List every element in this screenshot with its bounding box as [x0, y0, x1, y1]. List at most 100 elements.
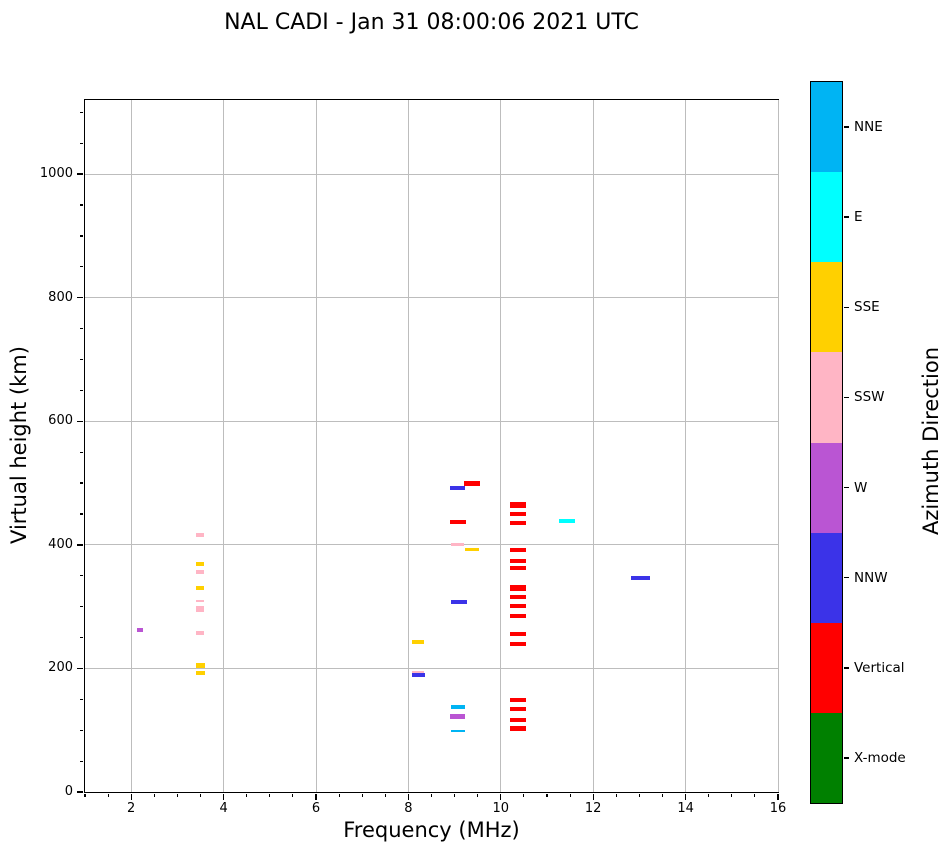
data-point-sse [196, 562, 205, 566]
data-point-ssw [196, 600, 205, 603]
y-minor-tick [79, 266, 84, 268]
data-point-sse [465, 548, 480, 552]
y-minor-tick [79, 235, 84, 237]
x-minor-tick [153, 793, 155, 798]
x-minor-tick [384, 793, 386, 798]
data-point-vertical [509, 726, 526, 732]
data-point-vertical [449, 519, 466, 524]
colorbar-label-x-mode: X-mode [854, 749, 906, 766]
x-minor-tick [569, 793, 571, 798]
y-minor-tick [79, 142, 84, 144]
colorbar-segment-nne [811, 82, 842, 173]
colorbar-label-w: W [854, 479, 868, 496]
x-tick-12 [592, 793, 594, 800]
colorbar-tick-ssw [843, 396, 849, 399]
colorbar-label-e: E [854, 209, 863, 226]
y-minor-tick [79, 729, 84, 731]
data-point-vertical [509, 511, 526, 516]
gridline-x-2 [130, 100, 132, 792]
colorbar-label-nnw: NNW [854, 569, 888, 586]
y-tick-0 [77, 791, 84, 793]
data-point-ssw [196, 631, 205, 636]
x-axis-label: Frequency (MHz) [343, 818, 520, 842]
x-minor-tick [269, 793, 271, 798]
y-minor-tick [79, 482, 84, 484]
x-minor-tick [523, 793, 525, 798]
data-point-vertical [509, 548, 526, 553]
x-minor-tick [454, 793, 456, 798]
colorbar-label-sse: SSE [854, 299, 880, 316]
x-minor-tick [754, 793, 756, 798]
data-point-nnw [411, 673, 425, 678]
data-point-sse [195, 670, 205, 675]
colorbar: NNE E SSE SSW W NNW Vertical X-mode [810, 81, 906, 804]
x-tick-2 [130, 793, 132, 800]
x-tick-8 [407, 793, 410, 800]
x-minor-tick [430, 793, 433, 798]
gridline-y-800 [85, 297, 778, 299]
x-tick-4 [222, 793, 225, 800]
gridline-y-600 [85, 420, 778, 422]
data-point-e [558, 519, 575, 524]
x-tick-label-12: 12 [584, 801, 602, 816]
y-tick-label-800: 800 [48, 289, 73, 305]
data-point-vertical [509, 697, 526, 702]
x-tick-6 [315, 793, 317, 800]
x-minor-tick [708, 793, 710, 798]
x-minor-tick [661, 793, 664, 798]
data-point-vertical [509, 613, 526, 618]
x-minor-tick [246, 793, 248, 798]
gridline-x-12 [592, 100, 594, 792]
x-minor-tick [107, 793, 109, 798]
y-minor-tick [79, 636, 84, 639]
data-point-sse [196, 586, 205, 591]
colorbar-tick-nnw [843, 576, 849, 579]
x-tick-14 [684, 793, 687, 800]
y-minor-tick [79, 451, 84, 453]
y-axis-label: Virtual height (km) [7, 346, 31, 544]
y-tick-label-400: 400 [48, 536, 73, 552]
gridline-x-10 [500, 100, 502, 792]
gridline-x-14 [685, 100, 687, 792]
x-minor-tick [731, 793, 733, 798]
y-minor-tick [79, 575, 84, 577]
data-point-vertical [509, 502, 526, 509]
data-point-ssw [412, 670, 425, 674]
data-point-vertical [509, 604, 526, 609]
data-point-vertical [509, 631, 526, 636]
data-point-ssw [196, 570, 205, 575]
y-tick-1000 [77, 173, 84, 175]
data-point-nnw [451, 600, 468, 605]
x-tick-label-2: 2 [127, 801, 136, 816]
chart-title: NAL CADI - Jan 31 08:00:06 2021 UTC [224, 10, 639, 35]
colorbar-label-vertical: Vertical [854, 659, 905, 676]
gridline-y-400 [85, 544, 778, 546]
data-point-vertical [509, 594, 526, 599]
data-point-vertical [509, 520, 526, 525]
data-point-ssw [196, 606, 205, 613]
colorbar-tick-e [843, 216, 849, 218]
colorbar-tick-x-mode [843, 757, 849, 759]
y-minor-tick [79, 513, 84, 515]
x-tick-label-4: 4 [219, 801, 228, 816]
colorbar-segment-x-mode [811, 712, 842, 803]
data-point-ssw [196, 532, 205, 537]
data-point-vertical [509, 585, 526, 592]
colorbar-label-ssw: SSW [854, 389, 885, 406]
data-point-w [450, 714, 466, 720]
x-tick-label-16: 16 [769, 801, 787, 816]
data-point-vertical [509, 558, 526, 563]
data-point-nne [450, 729, 465, 732]
y-tick-400 [77, 544, 84, 546]
x-tick-10 [500, 793, 502, 800]
y-tick-600 [77, 420, 84, 422]
y-minor-tick [79, 204, 84, 206]
data-point-nnw [631, 576, 651, 581]
data-point-nnw [450, 486, 466, 490]
x-minor-tick [338, 793, 340, 798]
data-point-vertical [509, 707, 526, 712]
data-point-vertical [464, 480, 481, 486]
data-point-nne [450, 704, 465, 709]
x-tick-16 [777, 793, 779, 800]
